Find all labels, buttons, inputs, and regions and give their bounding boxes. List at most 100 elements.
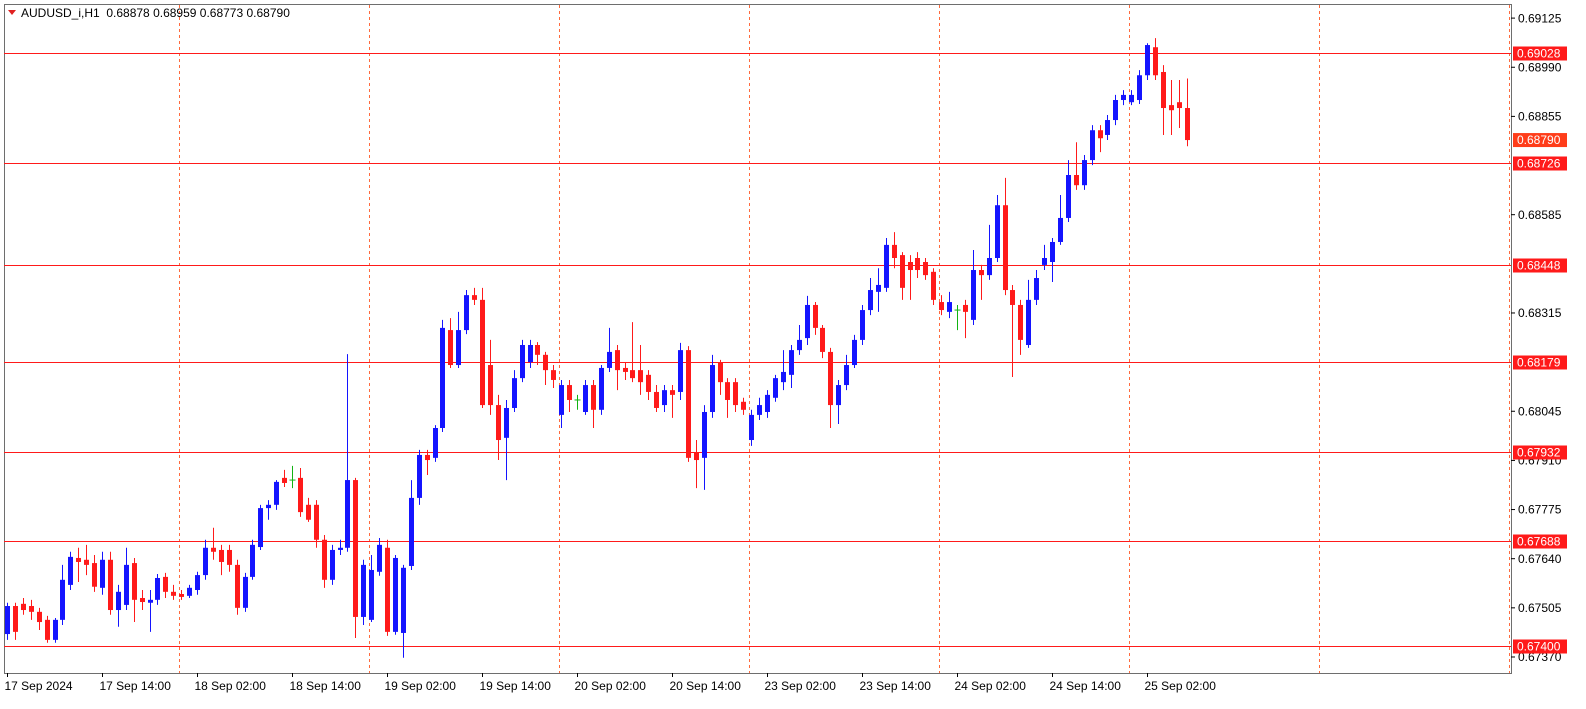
candle-body [741, 401, 746, 410]
candle-body [45, 619, 50, 640]
level-label: 0.68726 [1517, 157, 1561, 171]
candle-body [401, 567, 406, 633]
candle-body [654, 391, 659, 408]
candle-body [884, 244, 889, 288]
candle-body [599, 367, 604, 410]
candle-body [789, 350, 794, 375]
candle-body [1026, 299, 1031, 346]
candle-body [1003, 205, 1008, 291]
candle-body [646, 374, 651, 392]
candle-body [820, 327, 825, 352]
candle-body [710, 365, 715, 412]
candle-body [749, 414, 754, 441]
candle-body [1034, 278, 1039, 300]
candle-body [330, 549, 335, 580]
candle-body [1010, 290, 1015, 305]
y-tick-label: 0.67505 [1518, 601, 1562, 615]
candle-body [163, 576, 168, 592]
x-tick-label: 19 Sep 02:00 [385, 679, 457, 693]
level-label-bg [1513, 156, 1567, 171]
candle-body [591, 385, 596, 410]
candle-body [21, 603, 26, 611]
y-tick-label: 0.68990 [1518, 60, 1562, 74]
level-label: 0.69028 [1517, 47, 1561, 61]
x-tick-label: 17 Sep 14:00 [100, 679, 172, 693]
candle-body [298, 477, 303, 513]
x-tick-label: 19 Sep 14:00 [480, 679, 552, 693]
candle-body [171, 591, 176, 596]
candle-body [1105, 120, 1110, 135]
candle-body [361, 564, 366, 617]
candle-body [813, 304, 818, 328]
level-label-bg [1513, 639, 1567, 654]
candle-body [496, 405, 501, 441]
candle-body [195, 575, 200, 591]
candle-body [1121, 94, 1126, 101]
candle-body [409, 497, 414, 566]
candle-body [108, 559, 113, 611]
candle-body [179, 594, 184, 597]
candle-body [836, 385, 841, 406]
candle-body [694, 452, 699, 461]
candle-body [68, 556, 73, 585]
candle-body [1042, 258, 1047, 265]
y-tick-label: 0.68315 [1518, 306, 1562, 320]
candle-body [828, 351, 833, 406]
candle-body [892, 244, 897, 259]
y-tick-label: 0.68585 [1518, 208, 1562, 222]
y-tick-label: 0.67640 [1518, 552, 1562, 566]
candle-body [187, 587, 192, 596]
candle-body [140, 598, 145, 603]
candle-body [963, 304, 968, 312]
candle-body [852, 339, 857, 366]
candle-body [781, 371, 786, 383]
candle-body [615, 350, 620, 371]
x-tick-label: 20 Sep 02:00 [575, 679, 647, 693]
x-tick-label: 18 Sep 14:00 [290, 679, 362, 693]
candle-body [1145, 45, 1150, 76]
candle-body [1066, 175, 1071, 218]
candle-body [243, 576, 248, 608]
candle-body [662, 390, 667, 406]
candle-body [369, 569, 374, 620]
candle-body [385, 547, 390, 632]
candle-body [353, 480, 358, 617]
candle-body [923, 262, 928, 276]
header-arrow [8, 10, 16, 15]
candle-body [132, 563, 137, 600]
candle-body [908, 262, 913, 271]
level-label-bg [1513, 445, 1567, 460]
candle-body [520, 345, 525, 379]
candle-body [971, 270, 976, 320]
candle-body [765, 394, 770, 412]
candle-body [274, 481, 279, 505]
level-label-bg [1513, 534, 1567, 549]
y-tick-label: 0.68045 [1518, 404, 1562, 418]
candle-body [100, 559, 105, 588]
candle-body [1129, 94, 1134, 103]
candle-body [504, 407, 509, 438]
candle-body [1137, 75, 1142, 101]
candle-body [718, 362, 723, 383]
candle-body [433, 428, 438, 458]
level-label-bg [1513, 355, 1567, 370]
candle-body [53, 619, 58, 640]
candle-body [314, 504, 319, 540]
candle-body [116, 591, 121, 611]
candle-body [1050, 241, 1055, 263]
current-price-label: 0.68790 [1517, 133, 1561, 147]
candle-body [551, 370, 556, 380]
candle-body [282, 477, 287, 483]
candle-body [1161, 71, 1166, 109]
candle-body [219, 549, 224, 562]
candle-body [1113, 100, 1118, 121]
candle-body [203, 547, 208, 576]
candle-body [860, 310, 865, 340]
candle-body [124, 564, 129, 605]
levels [4, 53, 1511, 647]
candle-body [1098, 130, 1103, 139]
x-tick-label: 17 Sep 2024 [5, 679, 73, 693]
candle-body [84, 559, 89, 565]
level-label: 0.67932 [1517, 446, 1561, 460]
